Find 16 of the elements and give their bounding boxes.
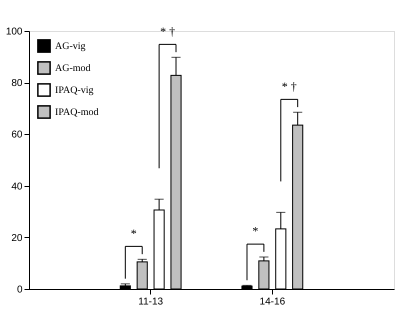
annotation: * † <box>160 24 176 38</box>
y-tick-label: 80 <box>11 78 23 90</box>
legend-label: AG-mod <box>55 63 91 74</box>
y-tick-label: 0 <box>16 284 23 296</box>
x-tick-label: 14-16 <box>260 296 286 308</box>
legend-label: IPAQ-mod <box>55 107 99 118</box>
legend-label: AG-vig <box>55 41 86 52</box>
x-tick-label: 11-13 <box>138 296 164 308</box>
legend-label: IPAQ-vig <box>55 85 94 96</box>
y-tick-label: 20 <box>11 232 23 244</box>
y-tick-label: 60 <box>11 130 23 141</box>
y-tick-label: 100 <box>6 26 23 38</box>
y-tick-label: 40 <box>11 181 23 192</box>
annotation: * <box>252 224 258 238</box>
annotation: * <box>130 226 137 240</box>
annotation: * † <box>282 79 297 94</box>
